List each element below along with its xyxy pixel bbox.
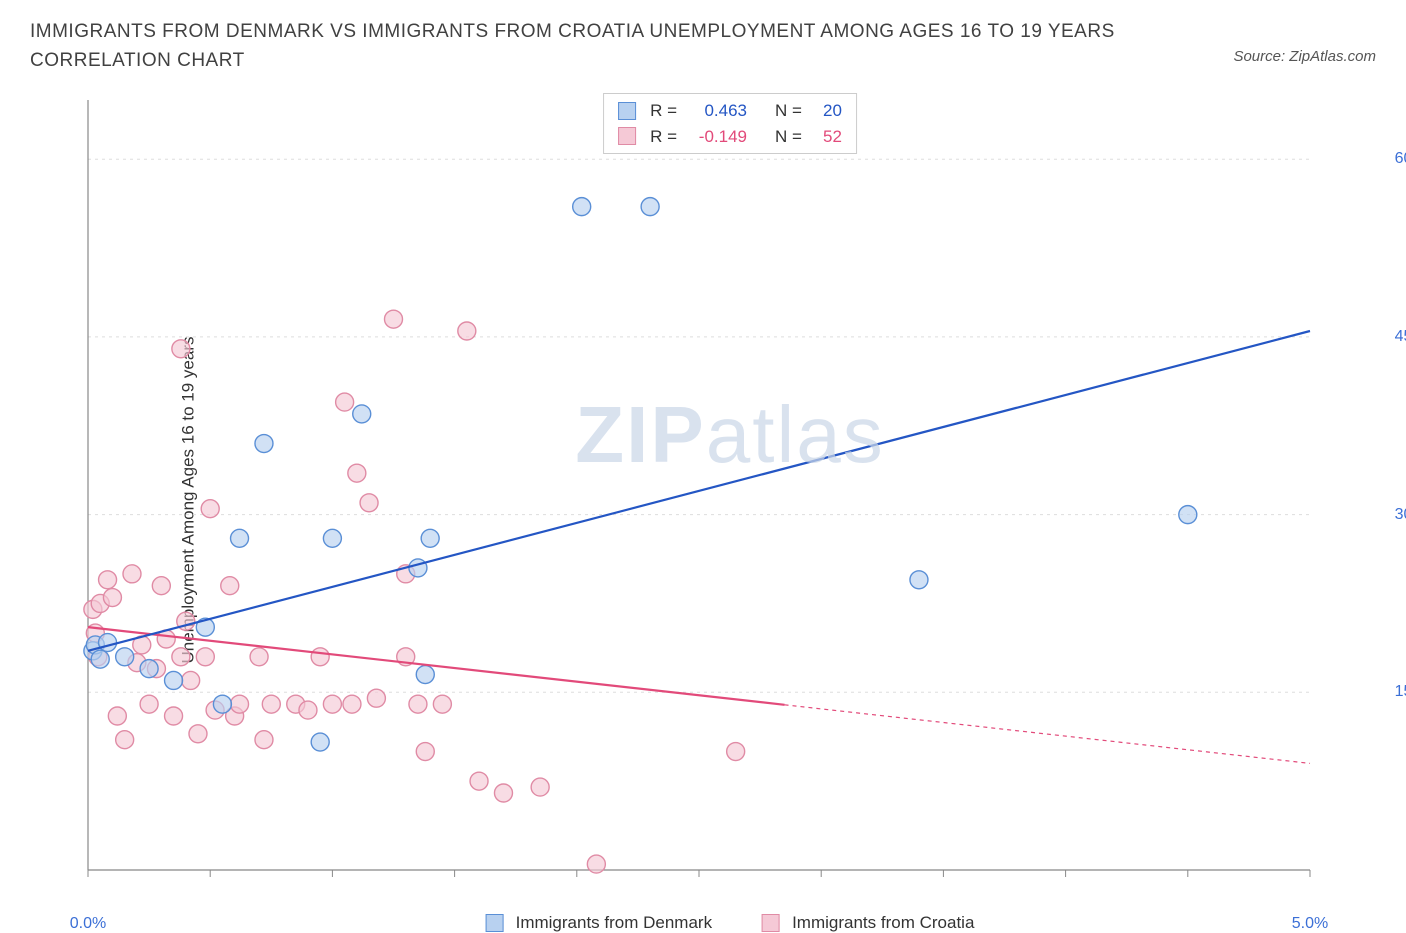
data-point (182, 671, 200, 689)
data-point (385, 310, 403, 328)
data-point (262, 695, 280, 713)
data-point (409, 695, 427, 713)
y-tick-label: 45.0% (1395, 328, 1406, 346)
data-point (213, 695, 231, 713)
trend-line-extrapolated (785, 705, 1310, 764)
data-point (152, 577, 170, 595)
stats-row-denmark: R = 0.463 N = 20 (618, 98, 842, 124)
data-point (99, 634, 117, 652)
data-point (201, 500, 219, 518)
stats-legend: R = 0.463 N = 20 R = -0.149 N = 52 (603, 93, 857, 154)
data-point (353, 405, 371, 423)
y-tick-label: 30.0% (1395, 506, 1406, 524)
legend-item-denmark: Immigrants from Denmark (486, 913, 712, 933)
data-point (221, 577, 239, 595)
data-point (116, 648, 134, 666)
data-point (140, 695, 158, 713)
bottom-legend: Immigrants from Denmark Immigrants from … (486, 913, 975, 933)
data-point (433, 695, 451, 713)
scatter-plot: ZIPatlas R = 0.463 N = 20 R = -0.149 N =… (80, 95, 1380, 905)
data-point (108, 707, 126, 725)
data-point (416, 743, 434, 761)
data-point (103, 589, 121, 607)
trend-line (88, 627, 785, 705)
data-point (250, 648, 268, 666)
data-point (336, 393, 354, 411)
data-point (367, 689, 385, 707)
data-point (231, 695, 249, 713)
source-credit: Source: ZipAtlas.com (1233, 48, 1376, 65)
data-point (323, 529, 341, 547)
data-point (416, 666, 434, 684)
data-point (165, 671, 183, 689)
data-point (1179, 506, 1197, 524)
data-point (116, 731, 134, 749)
data-point (99, 571, 117, 589)
x-tick-label: 5.0% (1292, 915, 1328, 933)
data-point (494, 784, 512, 802)
data-point (123, 565, 141, 583)
data-point (727, 743, 745, 761)
y-tick-label: 15.0% (1395, 683, 1406, 701)
data-point (348, 464, 366, 482)
data-point (172, 340, 190, 358)
data-point (587, 855, 605, 873)
data-point (172, 648, 190, 666)
data-point (299, 701, 317, 719)
trend-line (88, 331, 1310, 651)
data-point (255, 435, 273, 453)
data-point (409, 559, 427, 577)
data-point (641, 198, 659, 216)
chart-title: IMMIGRANTS FROM DENMARK VS IMMIGRANTS FR… (30, 18, 1180, 75)
legend-item-croatia: Immigrants from Croatia (762, 913, 974, 933)
data-point (910, 571, 928, 589)
data-point (189, 725, 207, 743)
data-point (470, 772, 488, 790)
data-point (311, 733, 329, 751)
data-point (531, 778, 549, 796)
data-point (196, 648, 214, 666)
data-point (165, 707, 183, 725)
stats-row-croatia: R = -0.149 N = 52 (618, 124, 842, 150)
y-tick-label: 60.0% (1395, 150, 1406, 168)
x-tick-label: 0.0% (70, 915, 106, 933)
data-point (311, 648, 329, 666)
data-point (421, 529, 439, 547)
data-point (360, 494, 378, 512)
data-point (140, 660, 158, 678)
data-point (91, 650, 109, 668)
data-point (231, 529, 249, 547)
data-point (573, 198, 591, 216)
data-point (343, 695, 361, 713)
data-point (323, 695, 341, 713)
data-point (458, 322, 476, 340)
data-point (255, 731, 273, 749)
